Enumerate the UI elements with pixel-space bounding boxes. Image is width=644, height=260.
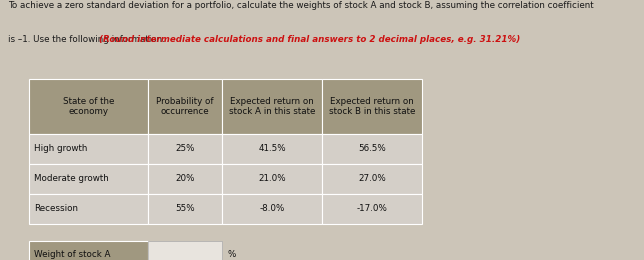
Bar xyxy=(322,79,422,134)
Text: State of the
economy: State of the economy xyxy=(63,97,114,116)
Text: Recession: Recession xyxy=(34,204,78,213)
Text: Expected return on
stock A in this state: Expected return on stock A in this state xyxy=(229,97,316,116)
Bar xyxy=(29,164,148,194)
Text: High growth: High growth xyxy=(34,144,88,153)
Text: 21.0%: 21.0% xyxy=(258,174,286,183)
Text: 41.5%: 41.5% xyxy=(258,144,286,153)
Text: Moderate growth: Moderate growth xyxy=(34,174,109,183)
Text: is –1. Use the following information.: is –1. Use the following information. xyxy=(8,35,167,44)
Bar xyxy=(222,79,322,134)
Text: To achieve a zero standard deviation for a portfolio, calculate the weights of s: To achieve a zero standard deviation for… xyxy=(8,1,593,10)
Text: 20%: 20% xyxy=(175,174,195,183)
Text: 25%: 25% xyxy=(175,144,195,153)
Text: (Round intermediate calculations and final answers to 2 decimal places, e.g. 31.: (Round intermediate calculations and fin… xyxy=(99,35,521,44)
Bar xyxy=(322,134,422,164)
Bar xyxy=(29,79,148,134)
Text: Weight of stock A: Weight of stock A xyxy=(34,250,111,259)
Text: 27.0%: 27.0% xyxy=(358,174,386,183)
Bar xyxy=(222,134,322,164)
Bar xyxy=(222,164,322,194)
Bar xyxy=(148,240,222,260)
Text: 55%: 55% xyxy=(175,204,195,213)
Bar xyxy=(322,194,422,224)
Text: Probability of
occurrence: Probability of occurrence xyxy=(156,97,214,116)
Bar xyxy=(222,194,322,224)
Bar xyxy=(148,164,222,194)
Bar xyxy=(148,194,222,224)
Bar xyxy=(29,240,148,260)
Bar xyxy=(148,134,222,164)
Text: -8.0%: -8.0% xyxy=(260,204,285,213)
Bar xyxy=(29,134,148,164)
Text: 56.5%: 56.5% xyxy=(358,144,386,153)
Text: -17.0%: -17.0% xyxy=(357,204,387,213)
Bar xyxy=(148,79,222,134)
Text: Expected return on
stock B in this state: Expected return on stock B in this state xyxy=(328,97,415,116)
Text: %: % xyxy=(227,250,236,259)
Bar xyxy=(29,194,148,224)
Bar xyxy=(322,164,422,194)
